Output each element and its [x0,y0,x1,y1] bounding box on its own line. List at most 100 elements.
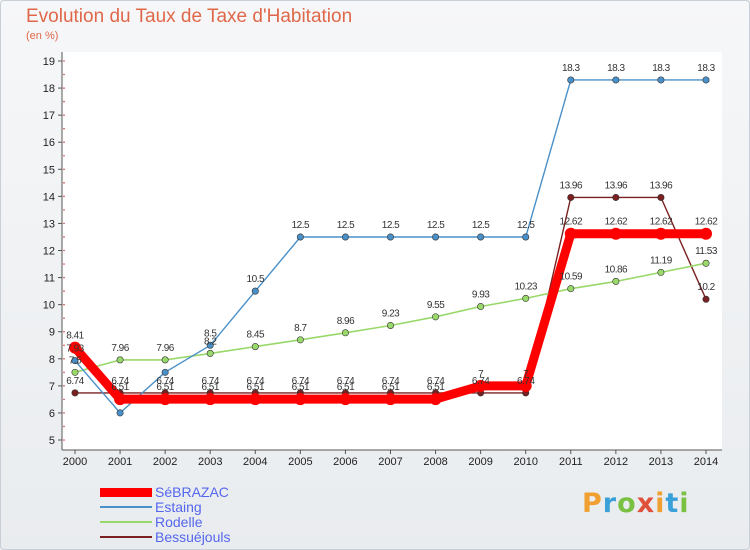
legend-swatch [100,536,152,538]
data-label: 6.51 [427,382,445,393]
series-point-1 [206,341,214,349]
series-point-0 [474,379,487,392]
data-label: 12.62 [605,217,628,228]
y-minor-tick [63,412,65,414]
data-label: 8.41 [66,331,84,342]
series-point-0 [204,393,217,406]
data-label: 6.74 [517,376,535,387]
data-label: 6.74 [201,376,219,387]
y-tick-label: 17 [43,110,55,122]
data-label: 9.93 [472,290,490,301]
series-point-2 [161,356,169,364]
data-label: 7.96 [111,343,129,354]
series-point-3 [657,193,665,201]
series-point-1 [251,287,259,295]
legend-swatch [100,487,152,497]
data-label: 8.2 [204,336,217,347]
data-label: 10.59 [560,272,583,283]
series-point-0 [339,393,352,406]
data-label: 12.5 [382,220,400,231]
series-point-0 [519,379,532,392]
y-minor-tick [63,73,65,76]
series-point-0 [159,393,172,406]
series-point-0 [564,227,577,240]
logo-letter: o [617,488,637,519]
legend-item: Estaing [100,499,300,515]
y-minor-tick [63,87,65,89]
data-label: 8.7 [294,323,307,334]
series-point-2 [116,356,124,364]
data-label: 12.5 [337,220,355,231]
y-minor-tick [63,168,65,171]
data-label: 7.96 [156,343,174,354]
series-point-1 [477,233,485,241]
y-tick-label: 14 [43,191,55,203]
series-point-1 [612,76,620,84]
series-point-2 [296,336,304,344]
y-minor-tick [63,357,65,360]
y-minor-tick [63,100,65,103]
series-point-2 [251,343,259,351]
data-label: 18.3 [607,63,625,74]
legend-label: Estaing [155,499,202,515]
y-tick-label: 11 [44,273,55,285]
y-minor-tick [63,263,65,265]
series-point-1 [296,233,304,241]
data-label: 6.51 [382,382,400,393]
y-tick-label: 9 [49,327,55,339]
data-label: 6.51 [201,382,219,393]
data-label: 6.51 [337,382,355,393]
x-tick-label: 2003 [198,456,222,468]
legend-swatch [100,521,152,523]
data-label: 12.5 [472,220,490,231]
legend-label: SéBRAZAC [155,484,229,500]
data-label: 8.5 [204,328,217,339]
series-point-2 [612,277,620,285]
y-tick-label: 15 [43,164,55,176]
x-tick-label: 2009 [468,456,492,468]
series-point-1 [522,233,530,241]
y-tick-label: 5 [49,435,55,447]
x-tick-label: 2012 [604,456,628,468]
y-minor-tick [63,182,65,184]
y-minor-tick [63,222,65,225]
y-minor-tick [63,398,65,401]
proxiti-logo: Proxiti [582,488,690,519]
data-label: 6.74 [156,376,174,387]
x-tick-label: 2010 [513,456,537,468]
series-point-0 [249,393,262,406]
data-label: 6.51 [111,382,129,393]
data-label: 13.96 [605,180,628,191]
y-tick-label: 13 [43,218,55,230]
series-point-0 [654,227,667,240]
data-label: 10.23 [514,281,537,292]
series-point-3 [702,295,710,303]
x-tick-label: 2014 [694,456,718,468]
series-point-1 [71,357,79,365]
y-tick-label: 8 [49,354,55,366]
data-label: 6.51 [247,382,265,393]
series-point-1 [432,233,440,241]
y-minor-tick [63,276,65,279]
plot-area [62,52,722,450]
series-point-2 [702,259,710,267]
data-label: 8.96 [337,316,355,327]
y-minor-tick [63,141,65,144]
series-point-2 [657,268,665,276]
y-minor-tick [63,195,65,198]
logo-letter: t [665,488,680,519]
data-label: 8.45 [247,330,265,341]
chart-unit-label: (en %) [26,30,59,42]
chart-title: Evolution du Taux de Taxe d'Habitation [26,6,353,27]
y-minor-tick [63,371,65,374]
logo-letter: r [602,488,618,519]
data-label: 7.5 [69,355,82,366]
y-minor-tick [63,236,65,238]
series-point-2 [71,368,79,376]
data-label: 10.2 [697,282,715,293]
data-label: 12.62 [560,217,583,228]
series-point-2 [522,294,530,302]
series-point-0 [429,393,442,406]
data-label: 18.3 [562,63,580,74]
data-label: 6.74 [472,376,490,387]
